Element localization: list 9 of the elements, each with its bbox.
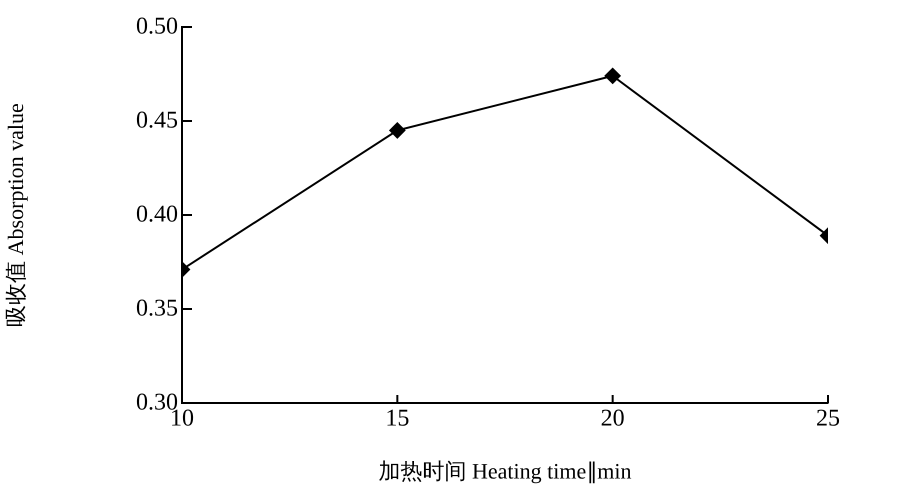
y-tick-label: 0.45 xyxy=(136,107,178,134)
y-tick-label: 0.50 xyxy=(136,13,178,40)
x-tick-label: 25 xyxy=(816,406,840,432)
y-tick-label: 0.35 xyxy=(136,295,178,322)
x-axis-title: 加热时间 Heating time∥min xyxy=(378,458,632,484)
x-tick-label: 15 xyxy=(385,406,410,432)
y-axis-title: 吸收值 Absorption value xyxy=(2,103,28,327)
y-tick-label: 0.40 xyxy=(136,201,178,228)
x-tick-label: 20 xyxy=(600,406,625,432)
